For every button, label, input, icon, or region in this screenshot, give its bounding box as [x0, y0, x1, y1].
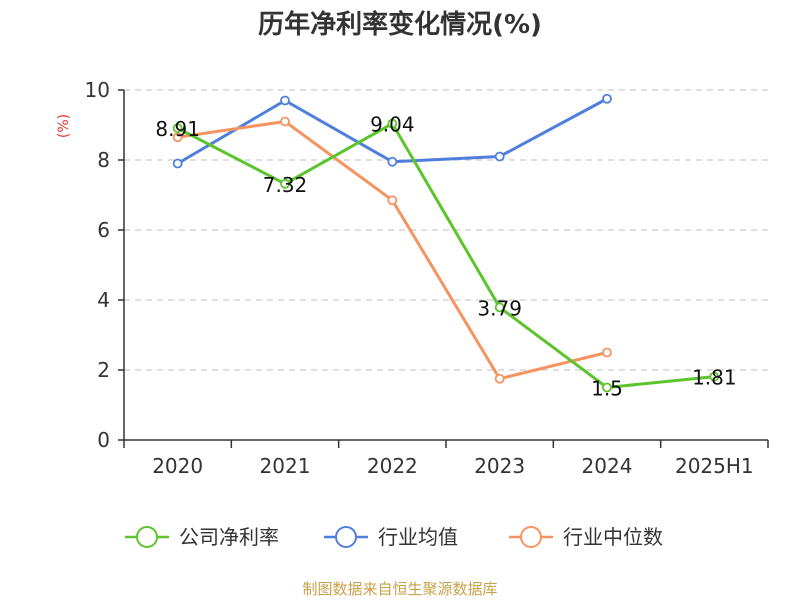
series-0: [172, 118, 720, 393]
data-label: 9.04: [370, 113, 415, 137]
series-2: [172, 116, 612, 384]
legend-item-0: 公司净利率: [125, 525, 279, 549]
data-point: [387, 118, 398, 129]
y-tick-label: 0: [97, 428, 110, 452]
x-tick-label: 2023: [474, 454, 525, 478]
data-label: 1.81: [692, 366, 737, 390]
x-tick-label: 2022: [367, 454, 418, 478]
y-tick-label: 6: [97, 218, 110, 242]
legend-label: 公司净利率: [179, 525, 279, 549]
data-point: [494, 151, 505, 162]
data-point: [602, 93, 612, 104]
data-point: [494, 302, 505, 313]
legend-item-2: 行业中位数: [509, 525, 663, 549]
y-tick-label: 10: [85, 78, 110, 102]
data-point: [709, 371, 720, 382]
data-point: [280, 95, 290, 106]
data-point: [602, 347, 612, 358]
data-label: 1.5: [591, 377, 623, 401]
data-point: [280, 178, 290, 189]
y-tick-label: 8: [97, 148, 110, 172]
data-point: [387, 195, 398, 206]
y-tick-label: 4: [97, 288, 110, 312]
legend-label: 行业均值: [378, 525, 458, 549]
chart-title: 历年净利率变化情况(%): [258, 9, 542, 40]
series-1: [172, 93, 612, 169]
y-tick-label: 2: [97, 358, 110, 382]
data-label: 8.91: [155, 117, 200, 141]
data-labels: 8.91 7.32 9.04 3.79 1.5 1.81: [155, 113, 736, 401]
legend-marker: [335, 526, 357, 548]
data-point: [387, 156, 398, 167]
x-tick-label: 2025H1: [675, 454, 754, 478]
data-point: [494, 373, 505, 384]
data-point: [602, 382, 612, 393]
data-point: [172, 123, 183, 134]
data-point: [172, 158, 183, 169]
data-point: [280, 116, 290, 127]
legend: 公司净利率 行业均值 行业中位数: [125, 525, 663, 549]
data-point: [172, 132, 183, 143]
series-line: [176, 122, 715, 389]
x-tick-label: 2021: [260, 454, 311, 478]
x-tick-label: 2020: [152, 454, 203, 478]
series-layer: [172, 93, 720, 393]
data-label: 3.79: [477, 296, 522, 320]
legend-item-1: 行业均值: [324, 525, 458, 549]
data-label: 7.32: [263, 173, 308, 197]
legend-label: 行业中位数: [563, 525, 663, 549]
x-tick-label: 2024: [582, 454, 633, 478]
legend-marker: [136, 526, 158, 548]
axes: 0 2 4 6 8 10 2020 2021 2022 2023 2024 2025H1: [85, 78, 769, 478]
source-footer: 制图数据来自恒生聚源数据库: [302, 580, 497, 598]
legend-marker: [520, 526, 542, 548]
y-axis-label: (%): [56, 114, 72, 138]
